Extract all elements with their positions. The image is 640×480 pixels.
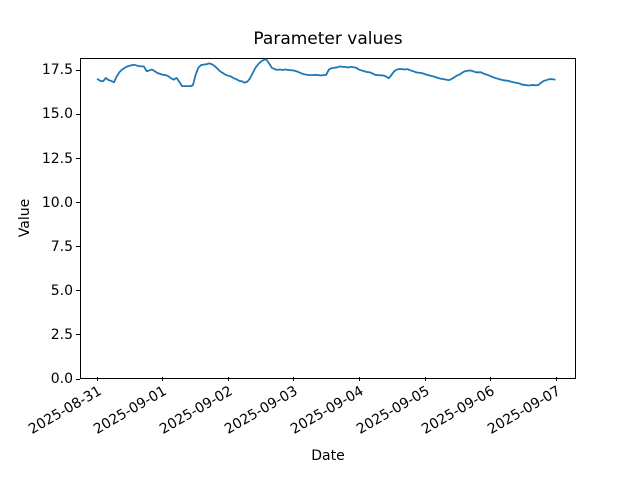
y-axis-label: Value bbox=[17, 198, 33, 238]
y-tick-mark bbox=[76, 69, 80, 71]
x-tick-mark bbox=[358, 377, 360, 381]
y-tick-label: 0.0 bbox=[50, 371, 73, 387]
y-tick-label: 5.0 bbox=[50, 282, 73, 299]
x-tick-mark bbox=[162, 377, 164, 381]
y-tick-mark bbox=[76, 246, 80, 248]
x-tick-mark bbox=[424, 377, 426, 381]
y-tick-mark bbox=[76, 378, 80, 380]
y-tick-label: 15.0 bbox=[41, 106, 73, 123]
x-tick-mark bbox=[293, 377, 295, 381]
y-tick-label: 7.5 bbox=[50, 238, 73, 255]
y-tick-label: 12.5 bbox=[41, 150, 73, 167]
chart-title: Parameter values bbox=[253, 29, 403, 49]
x-axis-label: Date bbox=[311, 448, 345, 464]
x-tick-mark bbox=[227, 377, 229, 381]
x-tick-mark bbox=[96, 377, 98, 381]
y-tick-mark bbox=[76, 113, 80, 115]
y-tick-mark bbox=[76, 202, 80, 204]
y-tick-label: 17.5 bbox=[41, 62, 73, 79]
y-tick-mark bbox=[76, 334, 80, 336]
x-tick-mark bbox=[555, 377, 557, 381]
line-chart-canvas bbox=[96, 58, 556, 88]
y-tick-mark bbox=[76, 158, 80, 160]
x-tick-mark bbox=[490, 377, 492, 381]
y-tick-label: 2.5 bbox=[50, 326, 73, 343]
y-tick-mark bbox=[76, 290, 80, 292]
parameter-series-line bbox=[96, 58, 556, 88]
y-tick-label: 10.0 bbox=[41, 194, 73, 211]
plot-area bbox=[80, 58, 576, 379]
